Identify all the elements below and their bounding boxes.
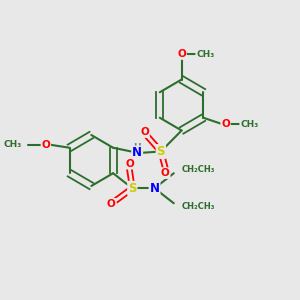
Text: CH₃: CH₃ <box>240 120 258 129</box>
Text: CH₃: CH₃ <box>196 50 214 58</box>
Text: H: H <box>134 143 141 152</box>
Text: CH₂CH₃: CH₂CH₃ <box>181 202 214 211</box>
Text: S: S <box>157 145 165 158</box>
Text: O: O <box>125 159 134 169</box>
Text: S: S <box>128 182 136 195</box>
Text: O: O <box>161 168 170 178</box>
Text: N: N <box>149 182 160 195</box>
Text: O: O <box>106 199 116 209</box>
Text: O: O <box>221 119 230 129</box>
Text: CH₂CH₃: CH₂CH₃ <box>181 165 214 174</box>
Text: N: N <box>132 146 142 160</box>
Text: O: O <box>140 127 149 137</box>
Text: O: O <box>41 140 50 150</box>
Text: CH₃: CH₃ <box>4 140 22 149</box>
Text: O: O <box>177 49 186 59</box>
